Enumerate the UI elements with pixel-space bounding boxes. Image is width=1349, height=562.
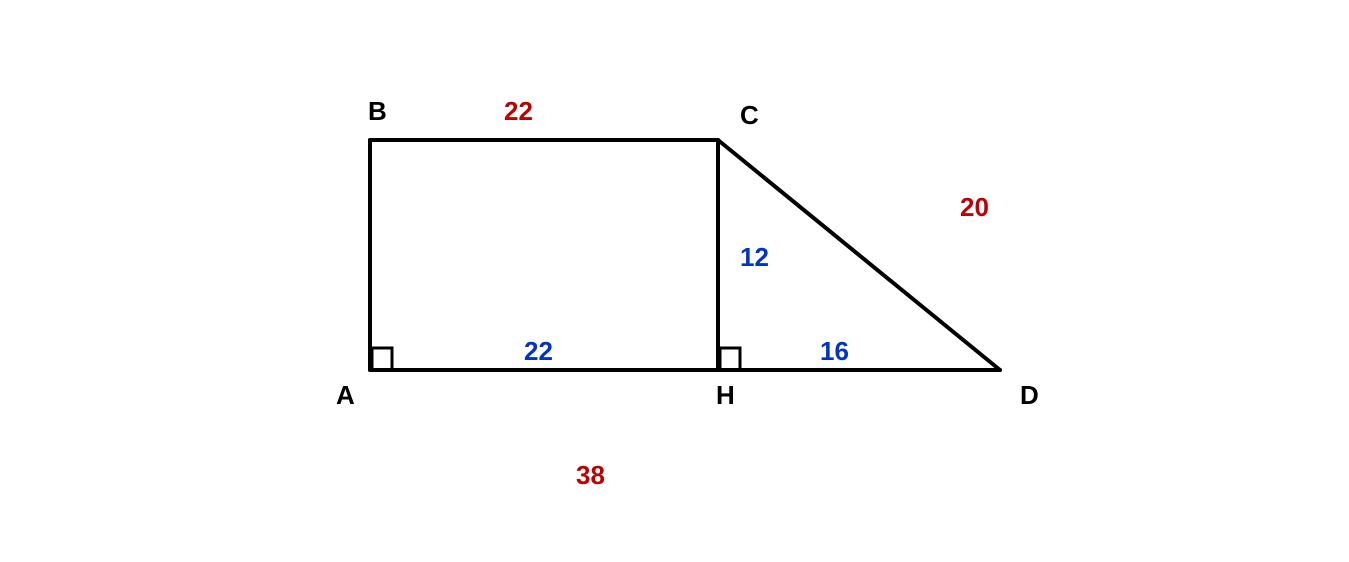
length-label-BC: 22 bbox=[504, 96, 533, 126]
geometry-diagram: A B C D H 22 20 38 12 22 16 bbox=[0, 0, 1349, 562]
diagram-background bbox=[0, 0, 1349, 562]
length-label-AH: 22 bbox=[524, 336, 553, 366]
length-label-CH: 12 bbox=[740, 242, 769, 272]
vertex-label-A: A bbox=[336, 380, 355, 410]
vertex-label-C: C bbox=[740, 100, 759, 130]
vertex-label-D: D bbox=[1020, 380, 1039, 410]
vertex-label-H: H bbox=[716, 380, 735, 410]
length-label-CD: 20 bbox=[960, 192, 989, 222]
length-label-HD: 16 bbox=[820, 336, 849, 366]
vertex-label-B: B bbox=[368, 96, 387, 126]
length-label-AD: 38 bbox=[576, 460, 605, 490]
